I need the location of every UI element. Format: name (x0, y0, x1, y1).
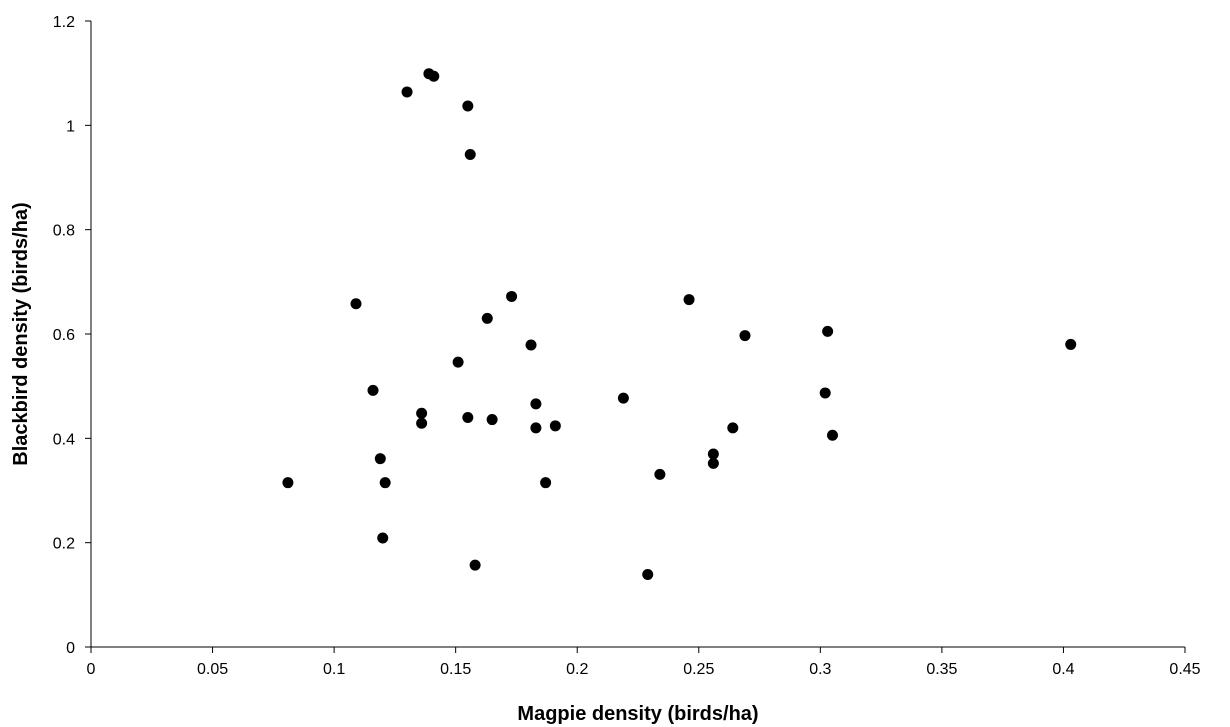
data-point (453, 357, 464, 368)
x-tick-label: 0.4 (1052, 661, 1074, 678)
data-point (465, 149, 476, 160)
y-tick-label: 0.2 (53, 536, 75, 553)
data-point (368, 385, 379, 396)
data-point (822, 326, 833, 337)
data-point (526, 339, 537, 350)
data-point (506, 291, 517, 302)
data-point (727, 422, 738, 433)
data-point (428, 71, 439, 82)
data-point (540, 477, 551, 488)
data-point (482, 313, 493, 324)
y-tick-label: 0.4 (53, 431, 75, 448)
x-tick-label: 0.45 (1169, 661, 1200, 678)
data-point (530, 422, 541, 433)
y-tick-label: 0.8 (53, 223, 75, 240)
data-point (462, 412, 473, 423)
data-point (462, 101, 473, 112)
data-point (282, 477, 293, 488)
data-point (654, 469, 665, 480)
y-tick-label: 1 (66, 118, 75, 135)
data-point (530, 398, 541, 409)
data-point (642, 569, 653, 580)
data-points (282, 68, 1076, 580)
y-axis-title: Blackbird density (birds/ha) (10, 202, 32, 465)
data-point (708, 448, 719, 459)
data-point (470, 560, 481, 571)
x-tick-label: 0.15 (440, 661, 471, 678)
data-point (487, 414, 498, 425)
x-tick-label: 0 (87, 661, 96, 678)
data-point (416, 418, 427, 429)
x-tick-label: 0.05 (197, 661, 228, 678)
data-point (739, 330, 750, 341)
y-tick-label: 0 (66, 640, 75, 657)
data-point (684, 294, 695, 305)
x-tick-label: 0.2 (566, 661, 588, 678)
x-tick-label: 0.35 (926, 661, 957, 678)
data-point (708, 458, 719, 469)
data-point (377, 532, 388, 543)
data-point (820, 387, 831, 398)
data-point (1065, 339, 1076, 350)
y-tick-label: 0.6 (53, 327, 75, 344)
x-axis-title: Magpie density (birds/ha) (517, 703, 758, 725)
x-tick-label: 0.25 (683, 661, 714, 678)
x-tick-label: 0.1 (323, 661, 345, 678)
data-point (827, 430, 838, 441)
data-point (402, 86, 413, 97)
data-point (375, 453, 386, 464)
data-point (618, 393, 629, 404)
data-point (416, 408, 427, 419)
y-tick-label: 1.2 (53, 14, 75, 31)
data-point (550, 420, 561, 431)
x-tick-label: 0.3 (809, 661, 831, 678)
data-point (380, 477, 391, 488)
data-point (350, 298, 361, 309)
axes: 0 0.05 0.1 0.15 0.2 0.25 0.3 0.35 0.4 0.45 0 0.2 0.4… (53, 14, 1201, 678)
